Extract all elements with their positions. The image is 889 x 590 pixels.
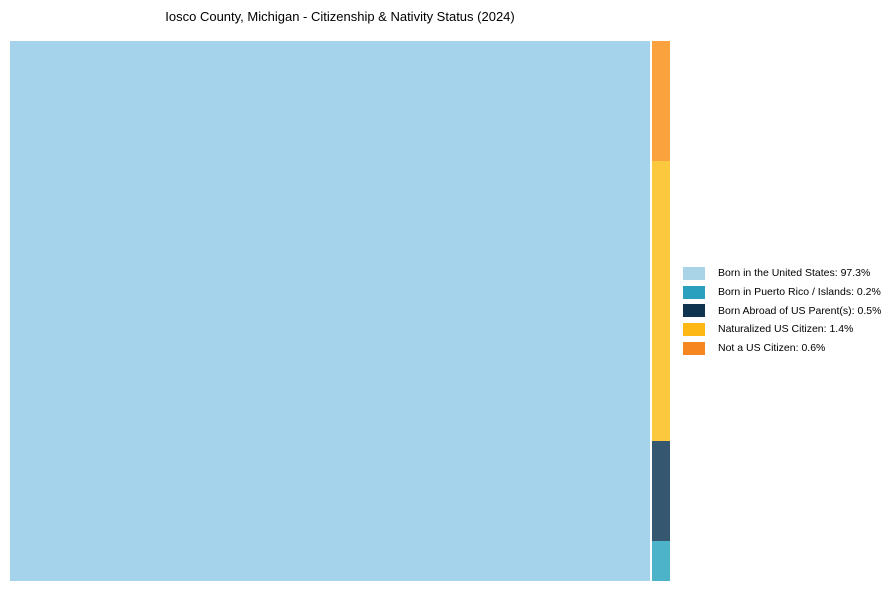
- legend-swatch-born-abroad-of-us-parent-s: [683, 304, 705, 318]
- legend-item-naturalized-us-citizen: Naturalized US Citizen: 1.4%: [683, 320, 881, 339]
- treemap-plot: [10, 41, 670, 581]
- treemap-rect-born-in-the-united-states: [10, 41, 651, 581]
- treemap-rect-born-abroad-of-us-parent-s: [652, 441, 670, 541]
- legend-label: Born in the United States: 97.3%: [718, 267, 871, 280]
- treemap-rect-not-a-us-citizen: [652, 41, 670, 161]
- legend-label: Not a US Citizen: 0.6%: [718, 342, 826, 355]
- legend-swatch-born-in-the-united-states: [683, 266, 705, 280]
- treemap-rect-naturalized-us-citizen: [652, 161, 670, 441]
- legend-item-born-abroad-of-us-parent-s: Born Abroad of US Parent(s): 0.5%: [683, 301, 881, 320]
- legend-label: Born Abroad of US Parent(s): 0.5%: [718, 304, 882, 317]
- legend-swatch-not-a-us-citizen: [683, 341, 705, 355]
- legend-item-not-a-us-citizen: Not a US Citizen: 0.6%: [683, 339, 881, 358]
- legend-swatch-born-in-puerto-rico-islands: [683, 285, 705, 299]
- treemap-rect-born-in-puerto-rico-islands: [652, 541, 670, 581]
- legend-swatch-naturalized-us-citizen: [683, 322, 705, 336]
- legend-item-born-in-the-united-states: Born in the United States: 97.3%: [683, 264, 881, 283]
- chart-title: Iosco County, Michigan - Citizenship & N…: [165, 9, 515, 24]
- legend-label: Naturalized US Citizen: 1.4%: [718, 323, 854, 336]
- legend: Born in the United States: 97.3% Born in …: [683, 264, 881, 357]
- legend-item-born-in-puerto-rico-islands: Born in Puerto Rico / Islands: 0.2%: [683, 283, 881, 302]
- legend-label: Born in Puerto Rico / Islands: 0.2%: [718, 286, 881, 299]
